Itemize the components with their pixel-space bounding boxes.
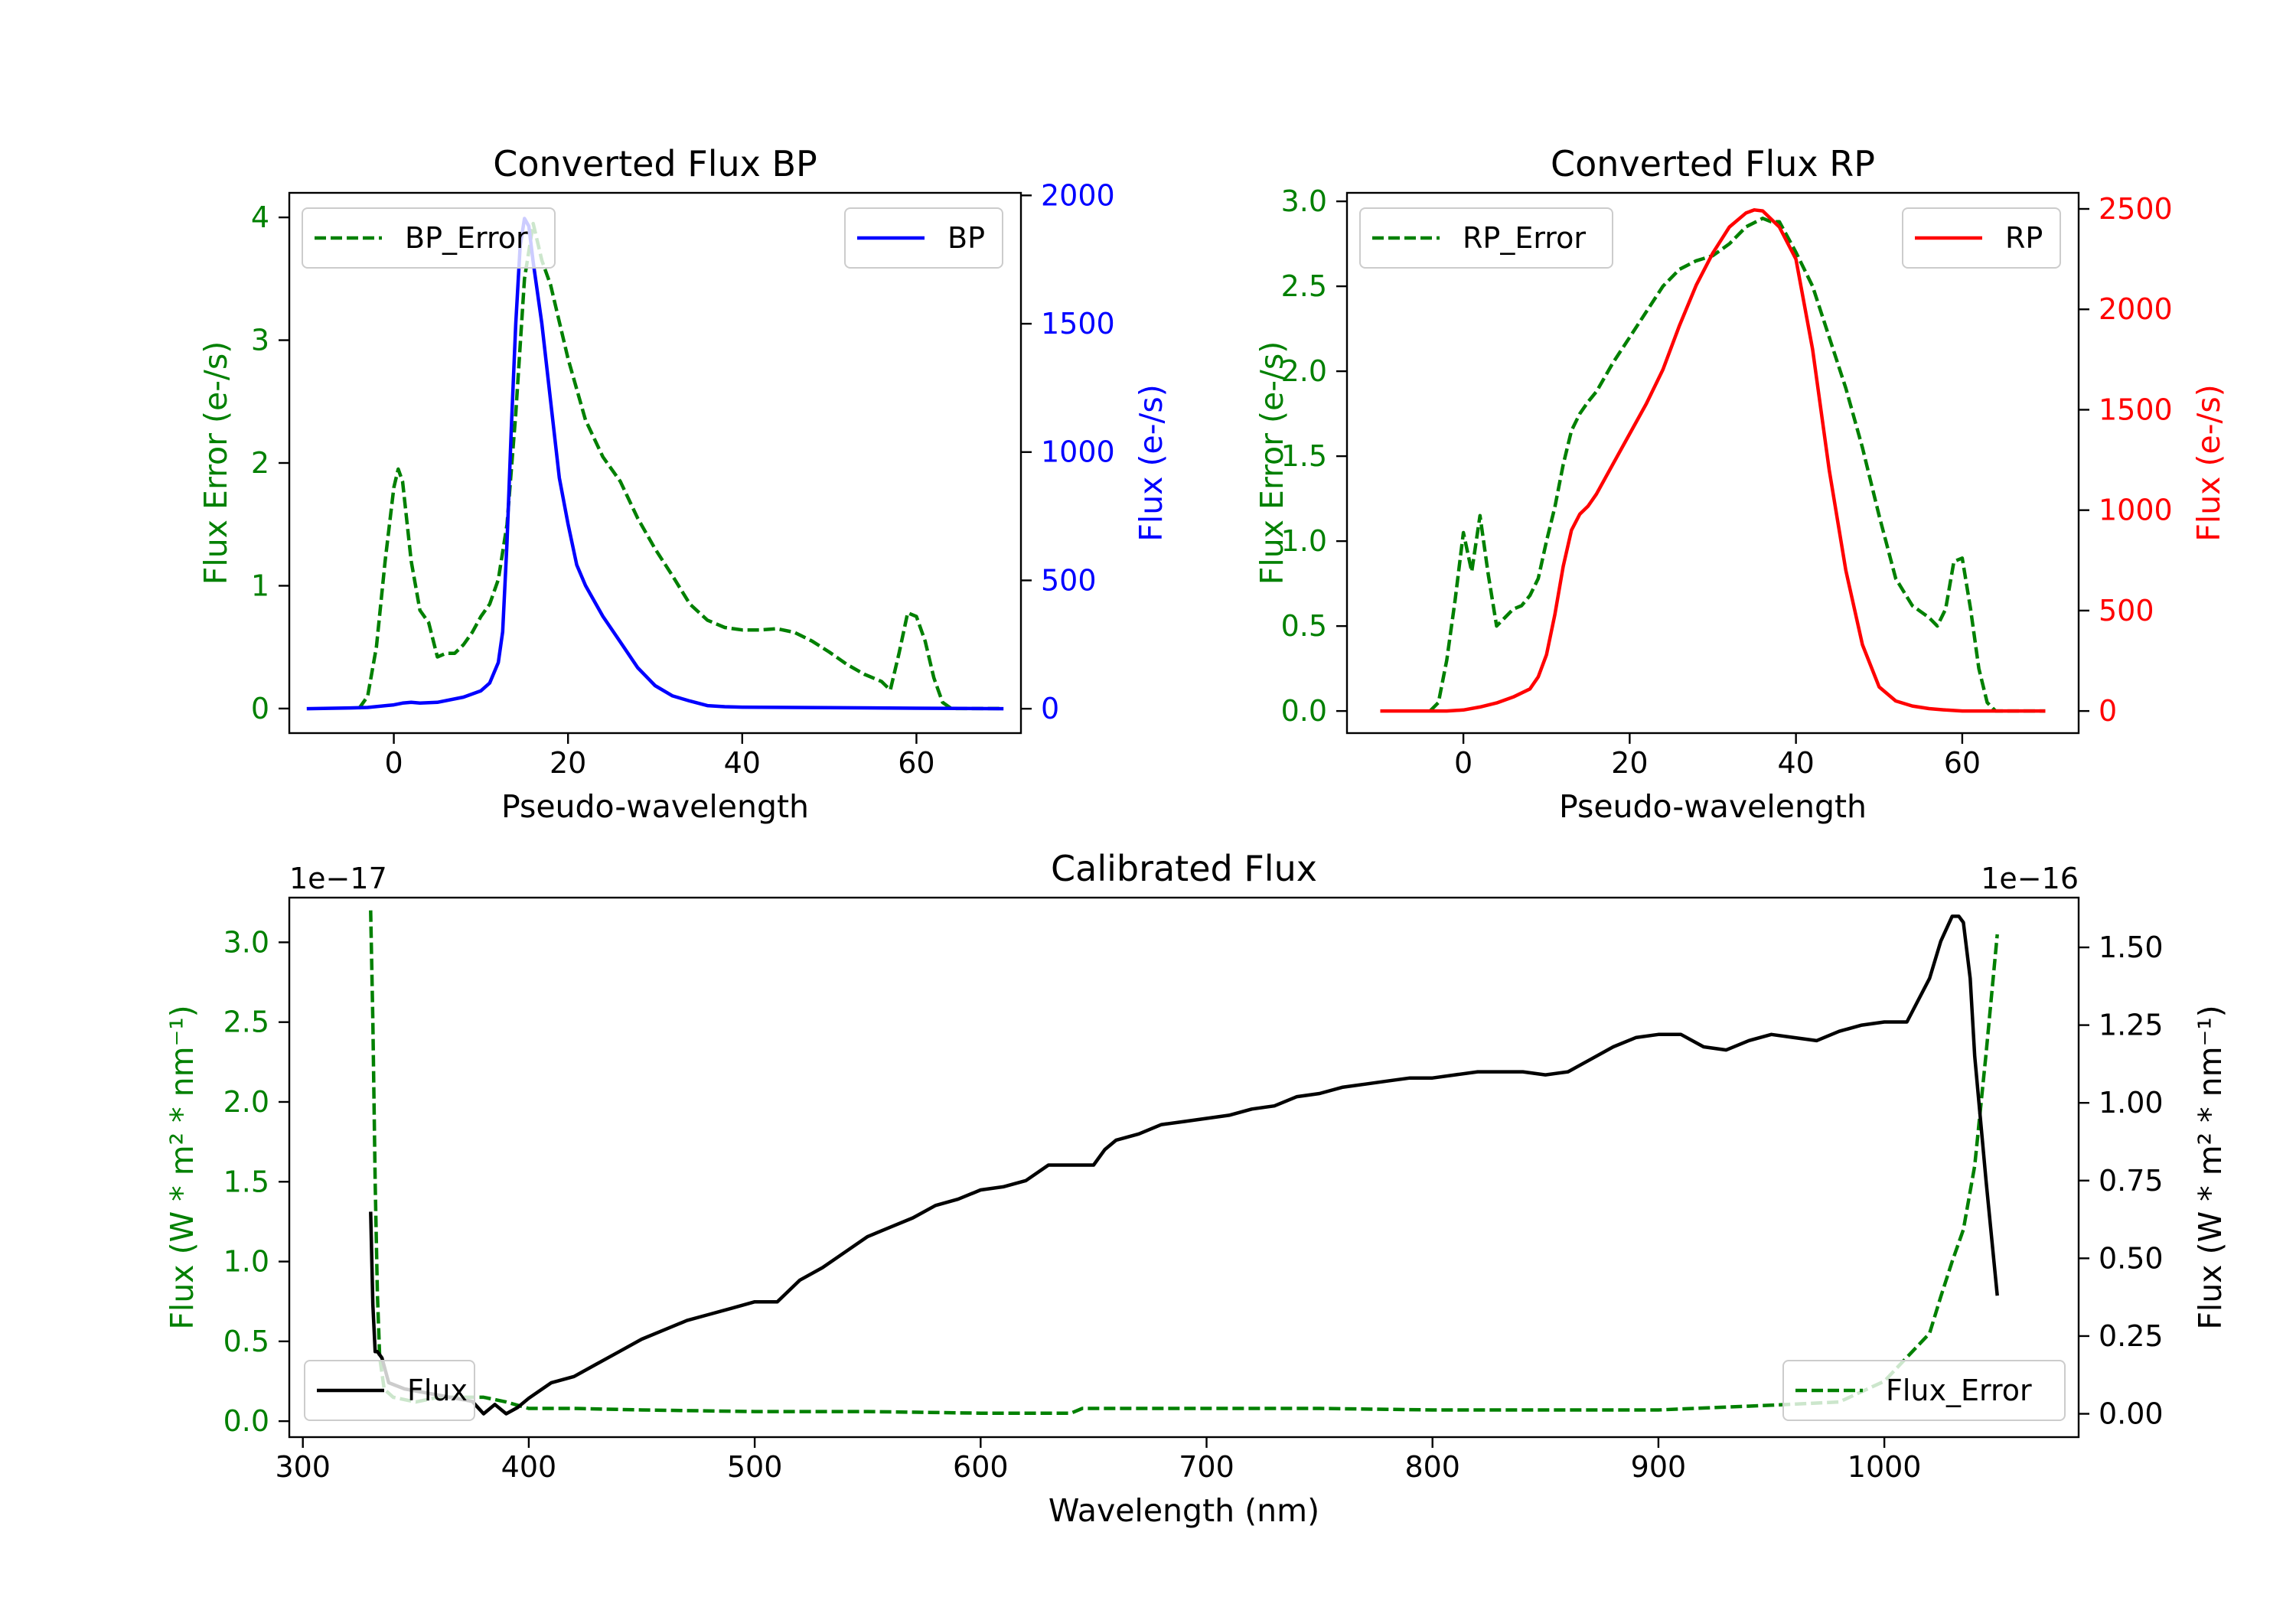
rp-axes-frame: [1345, 191, 2080, 735]
rp-y-right-tick-label: 2500: [2099, 192, 2173, 226]
rp-x-tick-label: 40: [1777, 746, 1814, 780]
bp-legend-flux-label: BP: [947, 221, 985, 255]
calibrated-y-left-tick-label: 1.5: [223, 1165, 269, 1198]
rp-x-tick-label: 60: [1944, 746, 1981, 780]
rp-y-right-tick-label: 2000: [2099, 292, 2173, 326]
rp-y-right-label: Flux (e-/s): [2190, 384, 2227, 541]
bp-y-right-tick-label: 1000: [1041, 435, 1115, 469]
bp-y-left-tick-label: 4: [251, 200, 269, 234]
calibrated-chart: 300 400 500 600 700 800 900 1000 0.0 0.5 1.0 1.5 2.0…: [164, 848, 2229, 1529]
rp-series-rp: [1380, 208, 2046, 713]
calibrated-y-right-tick-label: 1.50: [2099, 931, 2164, 964]
calibrated-x-tick-label: 800: [1404, 1450, 1460, 1484]
rp-y-left-tick-label: 3.0: [1281, 184, 1327, 218]
calibrated-x-tick-label: 400: [501, 1450, 557, 1484]
rp-series-rp-error: [1428, 217, 2046, 713]
bp-x-tick-label: 60: [898, 746, 934, 780]
rp-y-left-tick-label: 0.0: [1281, 694, 1327, 728]
rp-x-label: Pseudo-wavelength: [1559, 788, 1867, 825]
calibrated-y-right-tick-label: 1.00: [2099, 1086, 2164, 1120]
calibrated-legend-flux-box: [304, 1360, 475, 1421]
calibrated-y-left-tick-label: 3.0: [223, 925, 269, 959]
rp-y-left-tick-label: 0.5: [1281, 609, 1327, 643]
bp-y-left-tick-label: 2: [251, 446, 269, 480]
bp-x-tick-label: 40: [724, 746, 761, 780]
rp-y-right-tick-label: 0: [2099, 694, 2117, 728]
calibrated-y-right-label: Flux (W * m² * nm⁻¹): [2192, 1005, 2229, 1329]
calibrated-y-left-tick-label: 0.5: [223, 1325, 269, 1358]
calibrated-y-right-tick-label: 0.75: [2099, 1164, 2164, 1198]
bp-x-tick-label: 20: [550, 746, 586, 780]
calibrated-x-label: Wavelength (nm): [1049, 1492, 1319, 1529]
calibrated-offset-left: 1e−17: [289, 862, 387, 895]
bp-y-left-tick-label: 1: [251, 569, 269, 602]
rp-y-left-label: Flux Error (e-/s): [1254, 341, 1290, 585]
calibrated-x-tick-label: 500: [727, 1450, 783, 1484]
calibrated-y-left-tick-label: 2.0: [223, 1085, 269, 1119]
calibrated-y-left-label: Flux (W * m² * nm⁻¹): [164, 1005, 201, 1329]
bp-y-right-label: Flux (e-/s): [1133, 384, 1169, 541]
rp-legend-error-label: RP_Error: [1463, 221, 1586, 255]
rp-y-right-tick-label: 500: [2099, 594, 2154, 627]
bp-y-right-tick-label: 1500: [1041, 307, 1115, 341]
bp-y-right-tick-label: 2000: [1041, 178, 1115, 212]
bp-x-tick-label: 0: [384, 746, 403, 780]
rp-x-tick-label: 0: [1454, 746, 1473, 780]
calibrated-x-tick-label: 300: [275, 1450, 331, 1484]
calibrated-axes-frame: [288, 896, 2080, 1439]
rp-chart: 0 20 40 60 0.0 0.5 1.0 1.5 2.0 2.5 3.0 0 500 1000 1500…: [1254, 143, 2227, 825]
rp-y-left-tick-label: 2.0: [1281, 354, 1327, 388]
calibrated-title: Calibrated Flux: [1051, 848, 1317, 889]
rp-y-left-tick-label: 2.5: [1281, 269, 1327, 303]
calibrated-x-tick-label: 900: [1631, 1450, 1687, 1484]
rp-y-left-tick-label: 1.5: [1281, 439, 1327, 473]
bp-legend-error-label: BP_Error: [405, 221, 528, 255]
bp-x-label: Pseudo-wavelength: [501, 788, 809, 825]
rp-x-tick-label: 20: [1611, 746, 1648, 780]
rp-title: Converted Flux RP: [1551, 143, 1875, 184]
calibrated-y-left-tick-label: 2.5: [223, 1006, 269, 1039]
rp-y-right-tick-label: 1000: [2099, 494, 2173, 527]
bp-y-left-tick-label: 0: [251, 692, 269, 725]
calibrated-y-right-tick-label: 0.00: [2099, 1397, 2164, 1431]
calibrated-y-left-tick-label: 0.0: [223, 1404, 269, 1438]
calibrated-legend-flux-error-label: Flux_Error: [1886, 1374, 2032, 1407]
calibrated-x-tick-label: 600: [953, 1450, 1009, 1484]
calibrated-legend-flux-label: Flux: [407, 1374, 468, 1407]
bp-y-right-tick-label: 500: [1041, 563, 1097, 597]
bp-legend-error-box: [302, 207, 556, 269]
calibrated-x-tick-label: 700: [1179, 1450, 1234, 1484]
rp-y-left-tick-label: 1.0: [1281, 524, 1327, 558]
rp-legend-error-box: [1359, 207, 1613, 269]
calibrated-offset-right: 1e−16: [1981, 862, 2079, 895]
bp-series-bp-error: [357, 221, 1004, 711]
calibrated-y-left-tick-label: 1.0: [223, 1245, 269, 1279]
calibrated-y-right-tick-label: 1.25: [2099, 1009, 2164, 1042]
calibrated-legend-flux-error-box: [1782, 1360, 2066, 1421]
calibrated-x-tick-label: 1000: [1848, 1450, 1922, 1484]
calibrated-y-right-tick-label: 0.50: [2099, 1241, 2164, 1275]
calibrated-series-flux: [369, 914, 1999, 1416]
bp-title: Converted Flux BP: [493, 143, 817, 184]
bp-y-right-tick-label: 0: [1041, 692, 1059, 725]
bp-y-left-label: Flux Error (e-/s): [197, 341, 234, 585]
rp-legend-flux-label: RP: [2005, 221, 2043, 255]
calibrated-y-right-tick-label: 0.25: [2099, 1319, 2164, 1353]
rp-y-right-tick-label: 1500: [2099, 393, 2173, 426]
bp-y-left-tick-label: 3: [251, 324, 269, 357]
